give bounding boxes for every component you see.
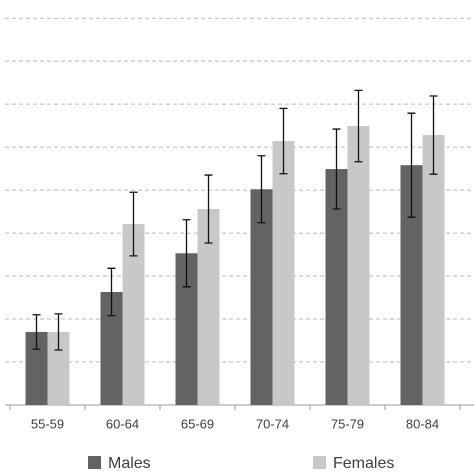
error-bar bbox=[107, 267, 116, 317]
x-tick-label: 75-79 bbox=[331, 416, 364, 431]
error-bar bbox=[129, 191, 138, 257]
error-bar bbox=[429, 95, 438, 175]
bar bbox=[100, 291, 123, 405]
x-tick-label: 80-84 bbox=[406, 416, 439, 431]
legend-swatch bbox=[88, 456, 101, 469]
error-bar bbox=[32, 314, 41, 350]
x-tick-label: 65-69 bbox=[181, 416, 214, 431]
bar bbox=[25, 331, 48, 405]
bar bbox=[250, 189, 273, 405]
x-tick-label: 55-59 bbox=[31, 416, 64, 431]
error-bar bbox=[332, 128, 341, 210]
error-bar bbox=[54, 313, 63, 351]
error-bar bbox=[354, 89, 363, 163]
error-bar bbox=[182, 219, 191, 288]
bar bbox=[422, 135, 445, 405]
bar bbox=[122, 224, 145, 405]
error-bar bbox=[279, 107, 288, 175]
bar bbox=[347, 126, 370, 405]
bar bbox=[272, 141, 295, 405]
x-tick-label: 60-64 bbox=[106, 416, 139, 431]
error-bar bbox=[257, 155, 266, 224]
bar bbox=[197, 209, 220, 405]
error-bar bbox=[407, 112, 416, 218]
bar bbox=[175, 253, 198, 405]
x-tick-label: 70-74 bbox=[256, 416, 289, 431]
bar bbox=[325, 169, 348, 405]
legend-swatch bbox=[313, 456, 326, 469]
bar bbox=[400, 165, 423, 405]
error-bar bbox=[204, 174, 213, 244]
legend-label: Males bbox=[108, 455, 151, 472]
bar bbox=[47, 331, 70, 405]
legend-label: Females bbox=[333, 455, 394, 472]
